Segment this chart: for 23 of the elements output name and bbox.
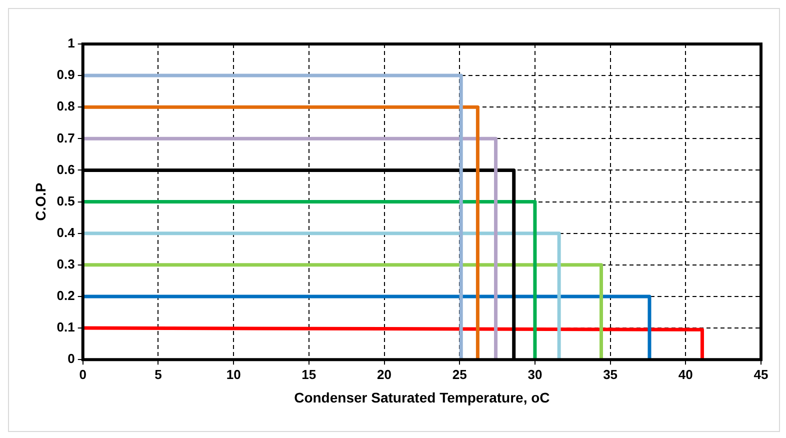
y-tick-label: 0.1 xyxy=(56,320,75,335)
y-tick-label: 0.8 xyxy=(56,98,75,114)
x-tick-label: 10 xyxy=(226,366,241,382)
x-tick-label: 5 xyxy=(154,366,162,382)
x-tick-label: 25 xyxy=(452,366,467,382)
y-tick-label: 0.3 xyxy=(56,256,75,272)
y-tick-label: 0.7 xyxy=(56,130,75,146)
x-tick-label: 35 xyxy=(603,366,618,382)
x-tick-label: 0 xyxy=(79,366,86,382)
x-tick-label: 45 xyxy=(754,366,768,382)
y-tick-label: 0.9 xyxy=(56,67,75,82)
x-tick-label: 15 xyxy=(302,366,316,382)
x-tick-label: 30 xyxy=(528,366,542,382)
x-tick-label: 40 xyxy=(678,366,693,382)
y-tick-label: 0.5 xyxy=(56,193,75,208)
y-axis-title: C.O.P xyxy=(32,182,48,221)
y-tick-label: 0.2 xyxy=(56,288,75,304)
x-tick-label: 20 xyxy=(377,366,392,382)
y-tick-label: 0 xyxy=(68,351,75,366)
y-tick-label: 0.6 xyxy=(56,162,75,177)
x-axis-title: Condenser Saturated Temperature, oC xyxy=(294,389,550,406)
y-tick-label: 0.4 xyxy=(56,224,76,240)
y-tick-label: 1 xyxy=(68,36,75,51)
